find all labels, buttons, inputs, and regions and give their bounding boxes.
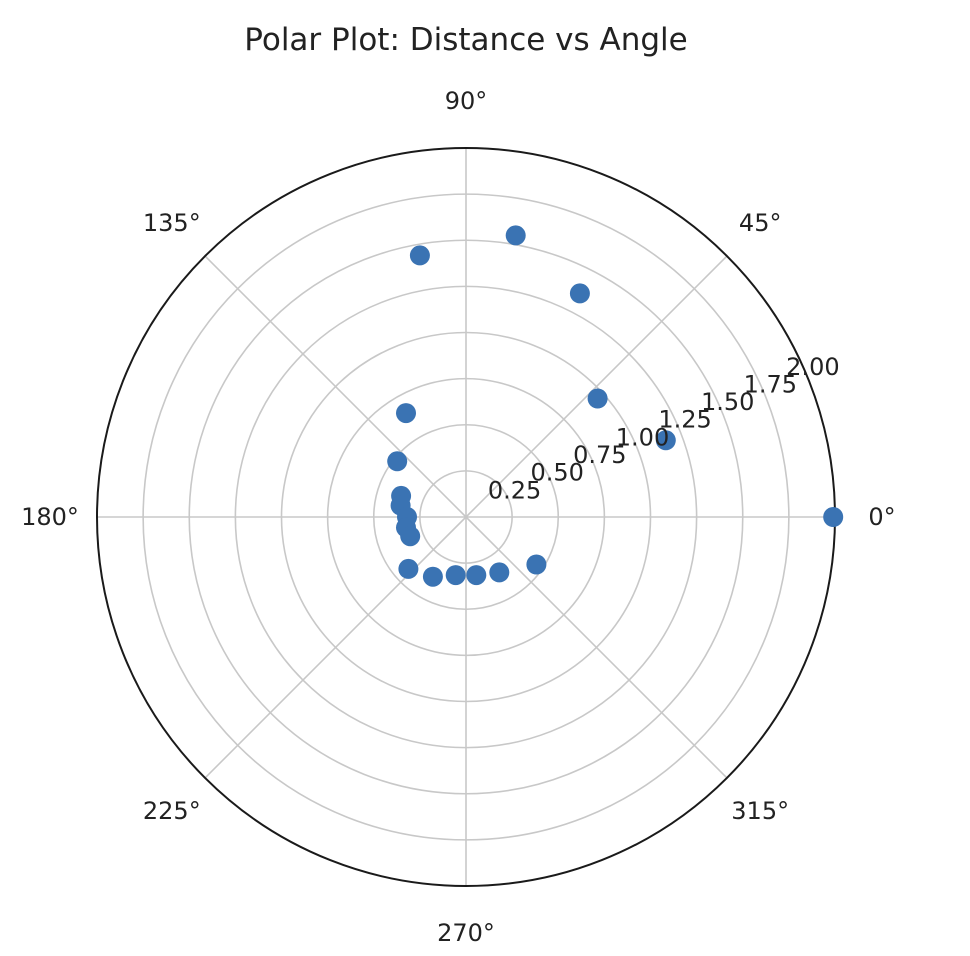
angle-tick-label: 45° <box>739 209 782 237</box>
radial-tick-label: 0.75 <box>573 441 626 469</box>
data-point <box>422 566 443 587</box>
radial-gridline <box>419 470 513 564</box>
tick-labels: 0° 45° 90° 135° 180° 225° 270° 315° 0.250.500.75… <box>21 87 896 947</box>
data-point <box>387 451 408 472</box>
radial-tick-label: 0.25 <box>488 476 541 504</box>
radial-gridline <box>326 377 606 657</box>
data-points <box>387 225 844 587</box>
radial-tick-label: 1.50 <box>701 388 754 416</box>
grid <box>97 148 835 886</box>
angle-tick-label: 90° <box>445 87 488 115</box>
radial-gridline <box>142 193 790 841</box>
data-point <box>587 388 608 409</box>
angle-tick-label: 180° <box>21 503 79 531</box>
radial-tick-label: 0.50 <box>530 459 583 487</box>
data-point <box>526 554 547 575</box>
angle-tick-label: 315° <box>731 797 789 825</box>
data-point <box>445 565 466 586</box>
data-point <box>409 245 430 266</box>
data-point <box>400 526 421 547</box>
radial-gridline <box>280 331 652 703</box>
radial-tick-label: 1.00 <box>616 423 669 451</box>
data-point <box>489 562 510 583</box>
data-point <box>569 283 590 304</box>
data-point <box>655 430 676 451</box>
data-point <box>505 225 526 246</box>
radial-tick-label: 1.75 <box>744 370 797 398</box>
angle-tick-label: 135° <box>143 209 201 237</box>
radial-gridline <box>188 239 744 795</box>
radial-gridline <box>234 285 698 749</box>
data-point <box>398 558 419 579</box>
data-point <box>823 507 844 527</box>
radial-tick-label: 2.00 <box>786 353 839 381</box>
radial-gridline <box>372 423 560 611</box>
radial-tick-label: 1.25 <box>658 406 711 434</box>
angle-tick-label: 0° <box>868 503 895 531</box>
angle-tick-label: 270° <box>437 919 495 947</box>
data-point <box>466 565 487 586</box>
data-point <box>396 403 416 424</box>
angle-tick-label: 225° <box>143 797 201 825</box>
chart-title: Polar Plot: Distance vs Angle <box>244 22 688 58</box>
